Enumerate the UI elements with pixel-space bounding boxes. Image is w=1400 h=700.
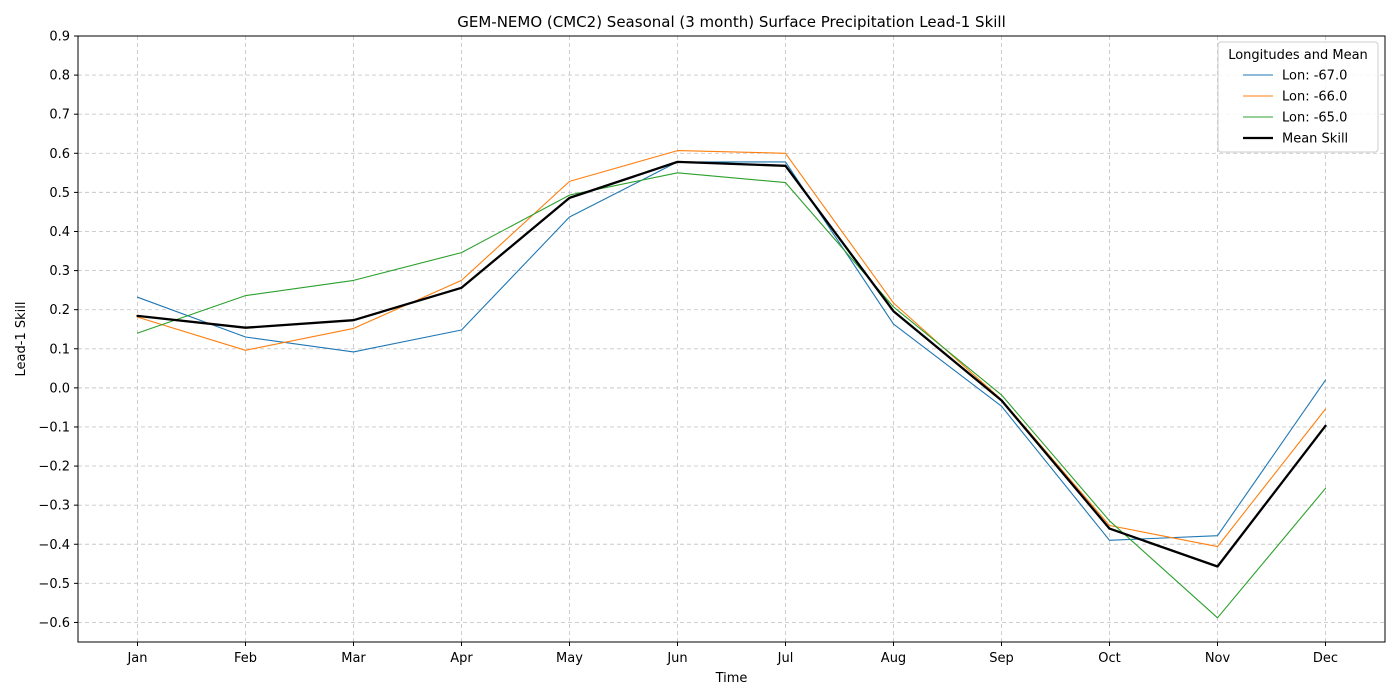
x-tick-label: Sep	[989, 651, 1014, 666]
y-tick-label: 0.1	[49, 342, 70, 357]
x-tick-label: Dec	[1313, 651, 1338, 666]
y-axis: −0.6 −0.5 −0.4 −0.3 −0.2 −0.1 0.0 0.1 0.2 0.3 0.4 0…	[38, 30, 78, 631]
y-tick-label: 0.6	[49, 147, 70, 162]
y-tick-label: 0.0	[49, 381, 70, 396]
series-line-lon-67-0	[136, 161, 1327, 541]
x-tick-label: Apr	[450, 651, 473, 666]
y-tick-label: 0.2	[49, 303, 70, 318]
y-tick-label: 0.8	[49, 69, 70, 84]
y-tick-label: −0.3	[38, 499, 70, 514]
x-tick-label: Mar	[341, 651, 366, 666]
x-tick-label: May	[556, 651, 583, 666]
y-tick-label: 0.3	[49, 264, 70, 279]
y-tick-label: −0.1	[38, 420, 70, 435]
series-line-lon-66-0	[136, 150, 1327, 548]
plot-area-frame	[77, 35, 1386, 643]
chart-title: GEM-NEMO (CMC2) Seasonal (3 month) Surfa…	[457, 13, 1006, 31]
legend-box	[1217, 41, 1379, 153]
grid-lines	[78, 35, 1385, 642]
series-lines	[136, 150, 1327, 619]
y-tick-label: 0.7	[49, 108, 70, 123]
y-tick-label: −0.6	[38, 616, 70, 631]
legend-title: Longitudes and Mean	[1228, 48, 1368, 63]
x-tick-label: Jan	[126, 651, 147, 666]
x-axis-title: Time	[715, 671, 748, 686]
series-line-mean-skill	[136, 160, 1327, 568]
x-tick-label: Feb	[234, 651, 257, 666]
y-tick-label: 0.4	[49, 225, 70, 240]
y-tick-label: 0.9	[49, 30, 70, 45]
legend-entry-label: Lon: -66.0	[1282, 90, 1347, 105]
y-tick-label: −0.5	[38, 577, 70, 592]
x-tick-label: Oct	[1098, 651, 1120, 666]
x-axis: Jan Feb Mar Apr May Jun Jul Aug Sep Oct Nov Dec	[126, 642, 1338, 666]
y-tick-label: −0.2	[38, 460, 70, 475]
legend-entry-label: Lon: -65.0	[1282, 111, 1347, 126]
y-tick-label: 0.5	[49, 186, 70, 201]
series-line-lon-65-0	[136, 172, 1327, 619]
y-tick-label: −0.4	[38, 538, 70, 553]
x-tick-label: Jul	[777, 651, 794, 666]
x-tick-label: Nov	[1205, 651, 1231, 666]
x-tick-label: Aug	[881, 651, 906, 666]
legend: Longitudes and Mean Lon: -67.0 Lon: -66.0…	[1217, 41, 1379, 153]
legend-entry-label: Mean Skill	[1282, 132, 1348, 147]
legend-entry-label: Lon: -67.0	[1282, 69, 1347, 84]
x-tick-label: Jun	[666, 651, 687, 666]
y-axis-title: Lead-1 Skill	[14, 302, 29, 377]
